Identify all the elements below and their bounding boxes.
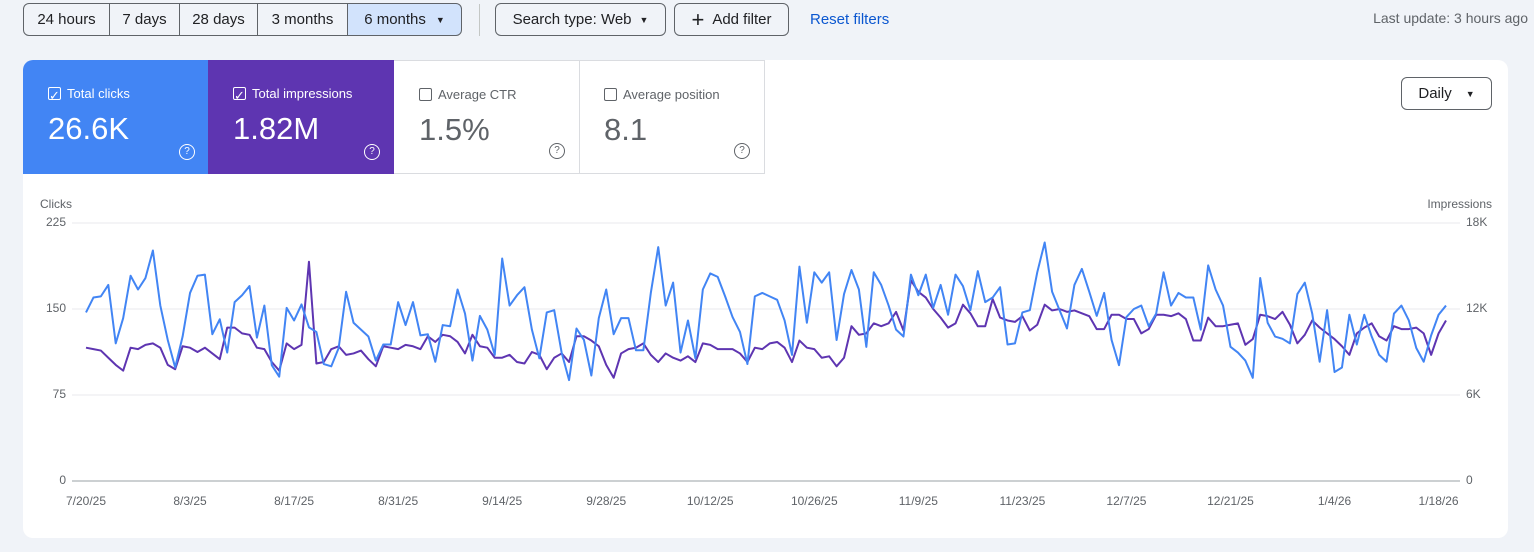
x-tick-label: 1/4/26 bbox=[1318, 494, 1352, 508]
caret: ▼ bbox=[639, 14, 649, 25]
y2-tick-label: 6K bbox=[1466, 387, 1481, 401]
metric-value: 8.1 bbox=[604, 112, 648, 147]
range-button-selected[interactable]: 6 months ▼ bbox=[347, 3, 462, 36]
metric-label: Total clicks bbox=[67, 86, 130, 101]
metric-tile[interactable]: ✓ Total clicks 26.6K? bbox=[23, 60, 209, 174]
search-type-button[interactable]: Search type: Web ▼ bbox=[495, 3, 666, 36]
checkbox: ✓ bbox=[233, 87, 246, 103]
y-tick-label: 225 bbox=[46, 215, 66, 229]
help-icon[interactable]: ? bbox=[734, 143, 750, 159]
checkbox: ✓ bbox=[48, 87, 61, 103]
x-tick-label: 11/9/25 bbox=[899, 494, 938, 508]
metric-value: 1.5% bbox=[419, 112, 490, 147]
x-tick-label: 8/3/25 bbox=[173, 494, 207, 508]
add-filter: Add filter bbox=[712, 11, 772, 28]
plus-icon: + bbox=[691, 6, 705, 32]
metric-label: Average position bbox=[623, 87, 720, 102]
x-tick-label: 7/20/25 bbox=[66, 494, 106, 508]
x-tick-label: 8/17/25 bbox=[274, 494, 314, 508]
search-type: Search type: Web bbox=[512, 11, 632, 28]
caret: ▼ bbox=[435, 14, 445, 25]
x-tick-label: 9/14/25 bbox=[482, 494, 522, 508]
caret: ▼ bbox=[1465, 88, 1475, 99]
add-filter-button[interactable]: + Add filter bbox=[674, 3, 789, 36]
x-tick-label: 12/21/25 bbox=[1207, 494, 1254, 508]
last-update: Last update: 3 hours ago bbox=[1373, 10, 1528, 26]
range-button[interactable]: 7 days bbox=[109, 3, 180, 36]
metric-value: 26.6K bbox=[48, 111, 130, 146]
line-series bbox=[85, 260, 1447, 379]
x-tick-label: 9/28/25 bbox=[586, 494, 626, 508]
x-tick-label: 10/26/25 bbox=[791, 494, 838, 508]
divider bbox=[479, 4, 480, 36]
metric-label: Total impressions bbox=[252, 86, 353, 101]
range-button[interactable]: 28 days bbox=[179, 3, 258, 36]
y2-tick-label: 12K bbox=[1466, 301, 1487, 315]
metric-tile[interactable]: ✓ Total impressions 1.82M? bbox=[208, 60, 394, 174]
granularity-dropdown[interactable]: Daily ▼ bbox=[1401, 77, 1492, 110]
x-tick-label: 8/31/25 bbox=[378, 494, 418, 508]
metric-label: Average CTR bbox=[438, 87, 517, 102]
reset-filters[interactable]: Reset filters bbox=[810, 11, 890, 28]
x-tick-label: 10/12/25 bbox=[687, 494, 734, 508]
x-tick-label: 11/23/25 bbox=[999, 494, 1045, 508]
y2-tick-label: 0 bbox=[1466, 473, 1473, 487]
help-icon[interactable]: ? bbox=[364, 144, 380, 160]
y2-tick-label: 18K bbox=[1466, 215, 1487, 229]
granularity: Daily bbox=[1418, 85, 1452, 102]
metric-tile[interactable]: Average position 8.1? bbox=[579, 60, 765, 174]
y2-axis-title: Impressions bbox=[1427, 197, 1492, 211]
checkbox bbox=[419, 88, 432, 101]
help-icon[interactable]: ? bbox=[549, 143, 565, 159]
y-tick-label: 75 bbox=[53, 387, 67, 401]
range-button[interactable]: 24 hours bbox=[23, 3, 110, 36]
y-tick-label: 150 bbox=[46, 301, 66, 315]
y-tick-label: 0 bbox=[59, 473, 66, 487]
metric-tile[interactable]: Average CTR 1.5%? bbox=[394, 60, 580, 174]
range-label: 6 months bbox=[364, 11, 426, 28]
help-icon[interactable]: ? bbox=[179, 144, 195, 160]
range-button[interactable]: 3 months bbox=[257, 3, 348, 36]
metric-value: 1.82M bbox=[233, 111, 320, 146]
checkbox bbox=[604, 88, 617, 101]
y-axis-title: Clicks bbox=[40, 197, 72, 211]
x-tick-label: 1/18/26 bbox=[1419, 494, 1459, 508]
line-series bbox=[85, 241, 1447, 382]
x-tick-label: 12/7/25 bbox=[1106, 494, 1146, 508]
